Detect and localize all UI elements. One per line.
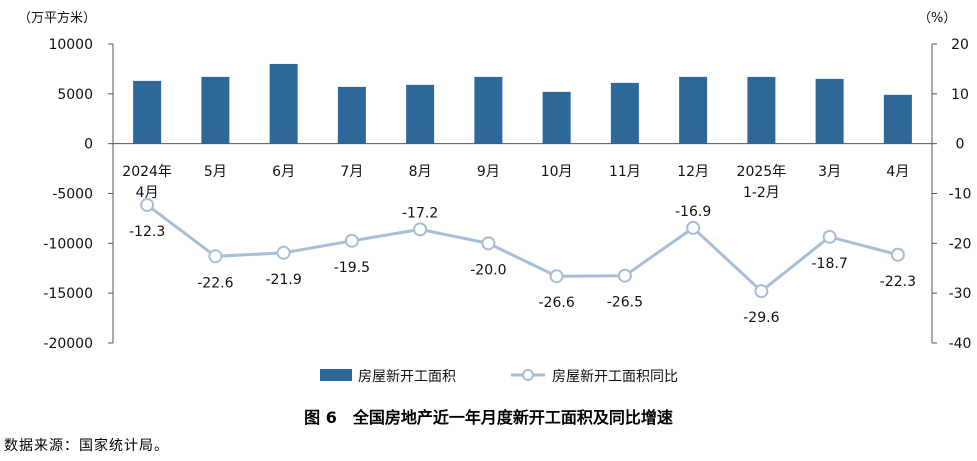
right-tick-label: -40 [949,336,972,352]
left-tick-label: 5000 [57,87,93,103]
left-tick-label: -10000 [43,236,93,252]
data-label: -22.3 [880,274,916,290]
x-tick-label: 2025年 [737,164,787,180]
line-point [754,284,769,299]
x-tick-label: 10月 [541,164,573,180]
right-axis-ticks: 20 10 0 -10 -20 -30 -40 [932,37,971,352]
left-tick-label: -5000 [52,187,93,203]
legend-line-marker [522,369,534,381]
data-label: -16.9 [675,204,711,220]
bar [406,84,435,144]
x-tick-label: 12月 [677,164,709,180]
bar-series [133,63,912,144]
bar [201,76,230,144]
bar [269,63,298,144]
legend-bar-swatch [320,369,352,381]
x-tick-label: 3月 [818,164,841,180]
left-axis-unit: （万平方米） [18,10,96,26]
bar [610,82,639,144]
bar [747,76,776,144]
line-point [686,220,701,235]
data-label: -29.6 [743,310,779,326]
bar [133,80,162,144]
data-label: -17.2 [402,205,438,221]
data-label: -18.7 [812,256,848,272]
x-tick-label: 7月 [340,164,363,180]
data-labels: -12.3 -22.6 -21.9 -19.5 -17.2 -20.0 -26.6 -26.5… [129,204,916,326]
data-label: -19.5 [334,260,370,276]
x-tick-label: 5月 [204,164,227,180]
right-tick-label: 20 [951,37,969,53]
bar [815,78,844,144]
line-point [413,222,428,237]
bar [542,91,571,144]
line-point [481,236,496,251]
data-label: -12.3 [129,224,165,240]
bar [337,86,366,144]
right-tick-label: 0 [956,137,965,153]
yoy-line [146,203,899,294]
line-point [344,233,359,248]
x-tick-label: 6月 [272,164,295,180]
data-label: -21.9 [266,272,302,288]
x-tick-label: 2024年 [122,164,172,180]
line-point [890,247,905,262]
legend: 房屋新开工面积 房屋新开工面积同比 [320,369,678,385]
bar [679,76,708,144]
data-label: -20.0 [470,262,506,278]
x-tick-label: 9月 [477,164,500,180]
right-axis-unit: （%） [918,11,956,26]
x-tick-label: 4月 [886,164,909,180]
line-point [822,229,837,244]
left-axis-ticks: 10000 5000 0 -5000 -10000 -15000 -20000 [43,37,113,352]
x-tick-label: 8月 [409,164,432,180]
bar [474,76,503,144]
chart: （万平方米） （%） 10000 5000 0 -5000 -10000 -15000 -2… [18,10,971,385]
x-tick-label: 4月 [136,185,159,201]
line-point [617,268,632,283]
x-tick-label: 1-2月 [743,185,780,201]
data-source: 数据来源：国家统计局。 [4,438,169,454]
x-axis-labels: 2024年 4月 5月 6月 7月 8月 9月 10月 11月 12月 2025年 1-2月 3月 4月 [122,164,909,201]
data-label: -26.5 [607,295,643,311]
line-series [140,197,905,299]
right-tick-label: -30 [949,286,972,302]
legend-bar-label: 房屋新开工面积 [358,369,456,385]
data-label: -26.6 [539,295,575,311]
line-point [208,249,223,264]
left-tick-label: 10000 [48,37,93,53]
right-tick-label: -20 [949,236,972,252]
right-tick-label: -10 [949,187,972,203]
bar [883,94,912,144]
right-tick-label: 10 [951,87,969,103]
line-point [549,269,564,284]
x-tick-label: 11月 [609,164,641,180]
legend-line-label: 房屋新开工面积同比 [552,369,678,385]
figure-caption: 图 6 全国房地产近一年月度新开工面积及同比增速 [304,408,673,427]
left-tick-label: 0 [84,137,93,153]
left-tick-label: -15000 [43,286,93,302]
left-tick-label: -20000 [43,336,93,352]
line-point [276,245,291,260]
data-label: -22.6 [197,275,233,291]
line-point [140,197,155,212]
